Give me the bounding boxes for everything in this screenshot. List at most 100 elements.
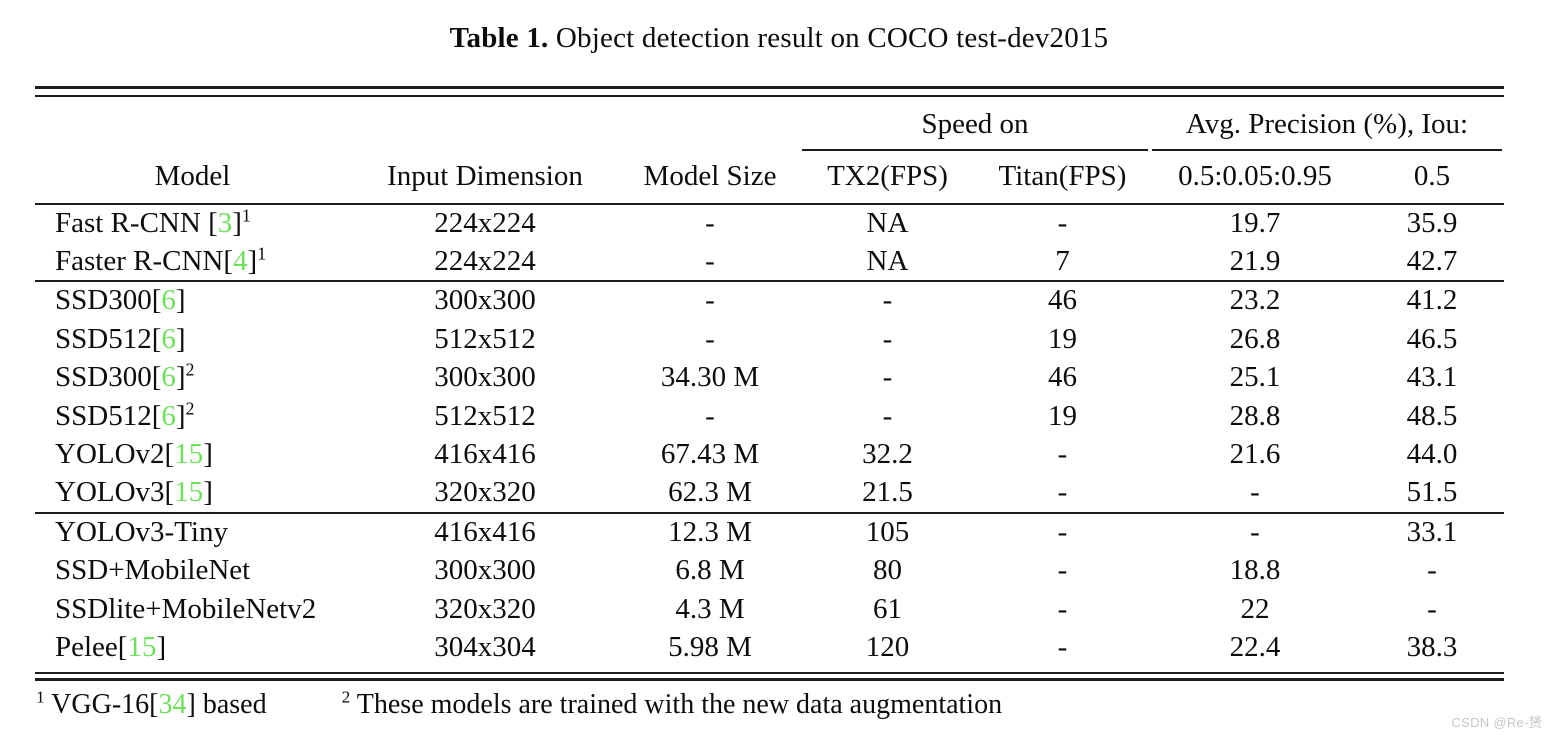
model-name: YOLOv3[ (55, 476, 175, 509)
cell-model: SSD300[6]2 (35, 358, 350, 397)
col-header-tx2-fps: TX2(FPS) (800, 151, 975, 205)
cell-input-dimension: 304x304 (434, 631, 536, 664)
cell-ap-05: 44.0 (1406, 438, 1458, 471)
cell-model: SSD+MobileNet (35, 551, 350, 590)
cell-titan-fps: - (1057, 476, 1068, 509)
cell-ap-05: 35.9 (1406, 207, 1458, 240)
table-bottom-rule (35, 672, 1504, 682)
cell-ap-full: 18.8 (1229, 554, 1281, 587)
cell-model-size: - (620, 280, 800, 320)
cell-titan-fps: - (1057, 631, 1068, 664)
table-row: YOLOv3-Tiny 416x416 12.3 M 105- -33.1 (35, 511, 1504, 552)
col-header-model: Model (35, 151, 350, 205)
cell-tx2-fps: NA (866, 207, 909, 240)
citation-number: 6 (161, 284, 176, 317)
model-name: SSD300[ (55, 361, 162, 394)
cell-ap-full: - (1250, 476, 1260, 509)
citation-number: 3 (217, 207, 233, 240)
cell-input-dimension: 224x224 (434, 207, 536, 240)
cell-model-size: - (705, 244, 715, 277)
footnotes: 1 VGG-16[34] based 2 These models are tr… (36, 688, 1505, 721)
cell-model-size: 4.3 M (675, 592, 745, 625)
cell-tx2-fps: 32.2 (862, 438, 913, 471)
footnote-marker: 2 (185, 398, 195, 419)
col-header-titan-fps: Titan(FPS) (975, 151, 1150, 205)
cell-tx2-fps: 61 (873, 592, 902, 625)
model-name-suffix: ] (232, 207, 242, 240)
model-name: Fast R-CNN [ (55, 207, 218, 240)
cell-model-size: - (705, 399, 715, 432)
cell-ap-full: 26.8 (1229, 322, 1281, 355)
table-top-rule (35, 86, 1504, 97)
table-row: SSD512[6] 512x512 - - 19 26.8 46.5 (35, 320, 1504, 359)
model-name-suffix: ] (203, 476, 213, 509)
cell-model: YOLOv3[15] (35, 474, 350, 513)
cell-titan-fps: - (1057, 554, 1068, 587)
caption-label: Table 1. (449, 22, 549, 54)
group-label-precision: Avg. Precision (%), Iou: (1185, 108, 1469, 140)
footnote-marker: 1 (241, 205, 251, 226)
cell-ap-full: 25.1 (1229, 361, 1281, 394)
cell-tx2-fps: 80 (873, 554, 902, 587)
cell-tx2-fps: - (882, 361, 893, 394)
header-group-precision: Avg. Precision (%), Iou: (1150, 97, 1504, 151)
citation-number: 4 (233, 244, 248, 277)
table-body: Fast R-CNN [3]1 224x224- NA -19.7 35.9 Faster… (35, 204, 1504, 667)
cell-ap-full: 23.2 (1150, 280, 1360, 320)
group-header-row: Speed on Avg. Precision (%), Iou: (35, 97, 1504, 151)
cell-ap-full: 21.6 (1229, 438, 1281, 471)
cell-ap-05: 48.5 (1406, 399, 1458, 432)
model-name: SSD300[ (55, 284, 162, 317)
cell-titan-fps: 46 (1048, 361, 1077, 394)
table-row: SSD300[6] 300x300- -46 23.2 41.2 (35, 280, 1504, 320)
caption-text: Object detection result on COCO test-dev… (548, 22, 1109, 54)
model-name-suffix: ] (156, 631, 167, 664)
cell-titan-fps: 7 (1055, 244, 1070, 277)
cell-titan-fps: - (1057, 438, 1068, 471)
footnote-marker: 1 (257, 243, 267, 264)
cell-model-size: 67.43 M (660, 438, 760, 471)
table-row: Fast R-CNN [3]1 224x224 - NA - 19.7 35.9 (35, 204, 1504, 243)
coco-results-table: Speed on Avg. Precision (%), Iou: Model … (35, 97, 1504, 667)
col-header-input-dimension: Input Dimension (350, 151, 620, 205)
cell-model: SSD300[6] (35, 280, 350, 320)
cell-model: Fast R-CNN [3]1 (35, 204, 350, 243)
cell-model: Pelee[15] (35, 629, 350, 668)
table-row: Pelee[15] 304x304 5.98 M 120 - 22.4 38.3 (35, 629, 1504, 668)
cell-input-dimension: 512x512 (434, 399, 536, 432)
cell-ap-05: 42.7 (1406, 244, 1458, 277)
cell-input-dimension: 224x224 (434, 244, 536, 277)
footnote-2: 2 These models are trained with the new … (342, 688, 1003, 720)
cell-tx2-fps: NA (866, 244, 909, 277)
citation-number: 15 (127, 631, 157, 664)
cell-ap-05: - (1427, 554, 1437, 587)
cell-ap-full: 22.4 (1229, 631, 1281, 664)
cell-input-dimension: 300x300 (350, 280, 620, 320)
model-name-suffix: ] (247, 244, 258, 277)
cell-input-dimension: 320x320 (434, 592, 536, 625)
cell-input-dimension: 416x416 (434, 438, 536, 471)
group-label-speed: Speed on (921, 108, 1029, 140)
footnote-1-suffix: ] based (186, 689, 267, 721)
cell-titan-fps: 46 (975, 280, 1150, 320)
table-row: YOLOv3[15] 320x320 62.3 M 21.5 - - 51.5 (35, 474, 1504, 513)
csdn-watermark: CSDN @Re-赟 (1451, 715, 1542, 730)
cell-model: YOLOv2[15] (35, 436, 350, 475)
cell-model-size: 12.3 M (620, 511, 800, 552)
column-header-row: Model Input Dimension Model Size TX2(FPS… (35, 151, 1504, 205)
model-name: Pelee[ (55, 631, 128, 664)
citation-number: 6 (161, 322, 176, 355)
col-header-ap-05: 0.5 (1360, 151, 1504, 205)
cell-ap-05: 41.2 (1360, 280, 1504, 320)
cell-tx2-fps: - (882, 399, 893, 432)
cell-input-dimension: 300x300 (434, 554, 536, 587)
model-name-suffix: ] (175, 284, 186, 317)
citation-number: 34 (158, 689, 187, 721)
header-group-speed: Speed on (800, 97, 1150, 151)
citation-number: 6 (161, 399, 176, 432)
model-name: SSD512[ (55, 399, 162, 432)
cell-model-size: - (705, 207, 715, 240)
cell-input-dimension: 512x512 (434, 322, 536, 355)
model-name-suffix: ] (203, 438, 213, 471)
model-name: YOLOv2[ (55, 438, 175, 471)
